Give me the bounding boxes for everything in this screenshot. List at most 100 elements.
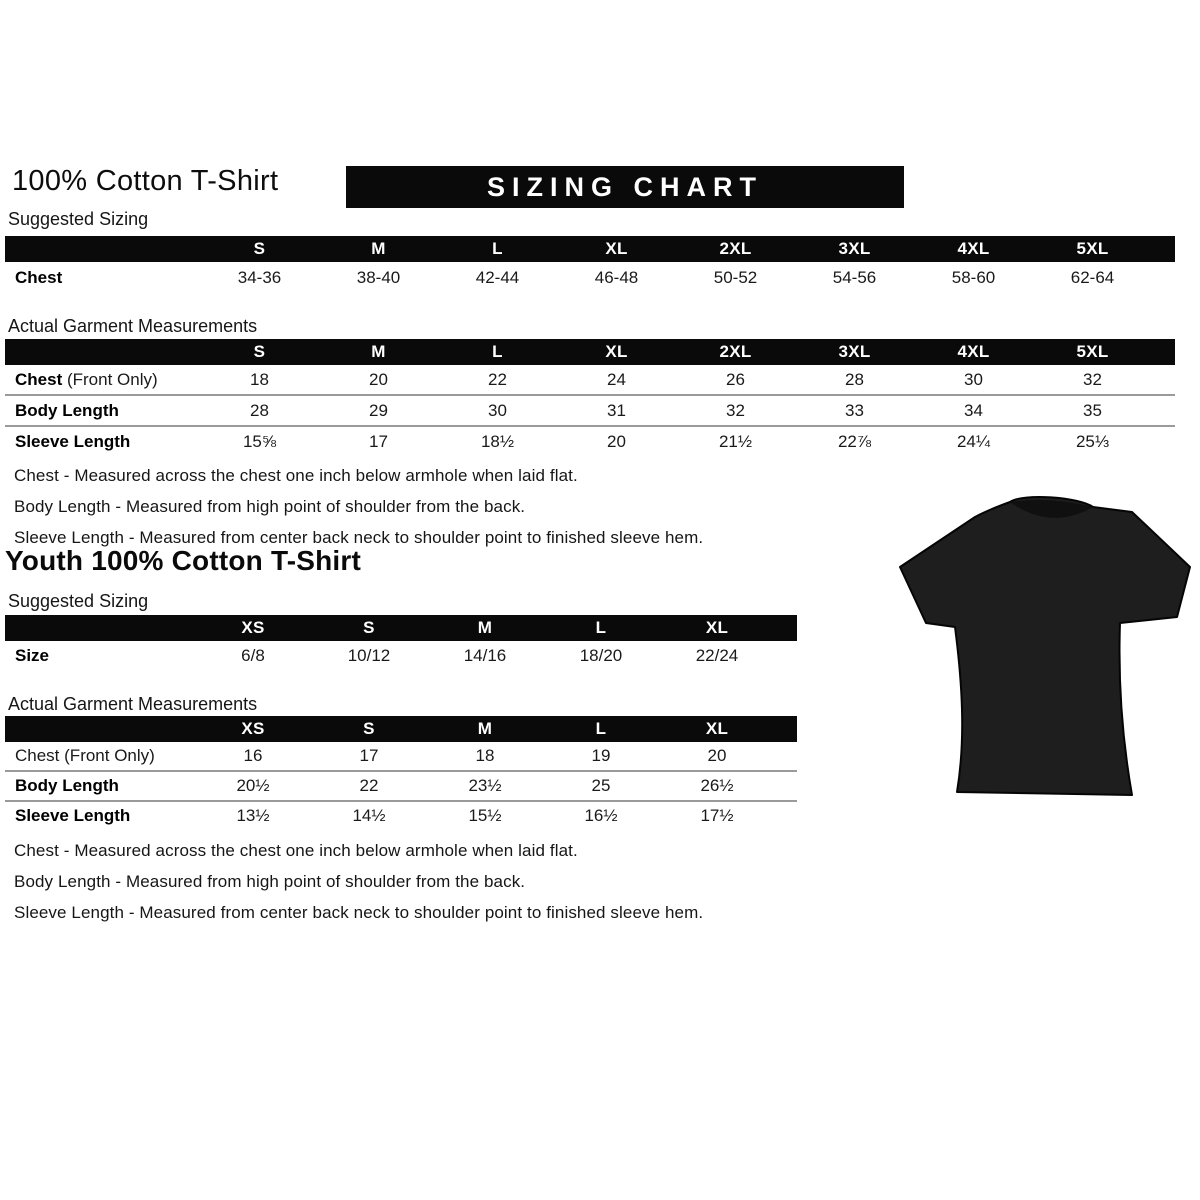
- row-spacer: [775, 641, 797, 670]
- table-cell: 46-48: [594, 267, 639, 287]
- table-cell: 30: [964, 369, 983, 389]
- note-line: Sleeve Length - Measured from center bac…: [14, 903, 704, 922]
- row-spacer: [1152, 394, 1175, 426]
- adult-suggested-sizing-table: S M L XL 2XL 3XL 4XL 5XL Chest 34-36 38-40 42-44 46-…: [5, 236, 1175, 293]
- table-cell: 28: [845, 369, 864, 389]
- table-cell: 38-40: [356, 267, 401, 287]
- table-cell: 25: [543, 770, 659, 801]
- table-cell: 13½: [195, 800, 311, 830]
- youth-suggested-sizing-label: Suggested Sizing: [8, 591, 149, 611]
- header-label-spacer: [5, 236, 200, 262]
- table-row: Chest (Front Only) 18 20 22 24 26 28 30 32: [5, 365, 1175, 395]
- header-row: XS S M L XL: [5, 615, 797, 641]
- table-cell: 25⅓: [1033, 425, 1152, 456]
- table-cell: 28: [200, 394, 319, 426]
- table-cell: 29: [319, 394, 438, 426]
- column-header-xs: XS: [195, 716, 311, 742]
- table-cell: 34: [914, 394, 1033, 426]
- table-cell: 54-56: [832, 267, 877, 287]
- table-cell: 35: [1033, 394, 1152, 426]
- note-line: Body Length - Measured from high point o…: [14, 872, 526, 891]
- youth-suggested-sizing-table: XS S M L XL Size 6/8 10/12 14/16 18/20 22/24: [5, 615, 797, 670]
- table-row: Chest 34-36 38-40 42-44 46-48 50-52 54-56 58-60…: [5, 262, 1175, 293]
- table-cell: 24: [607, 369, 626, 389]
- youth-garment-measurements-table: XS S M L XL Chest (Front Only) 16 17 18 19 20 Body …: [5, 716, 797, 830]
- table-cell: 22/24: [695, 645, 739, 665]
- table-cell: 17: [319, 425, 438, 456]
- table-cell: 32: [1083, 369, 1102, 389]
- table-cell: 24¼: [914, 425, 1033, 456]
- black-tshirt-image: [893, 476, 1200, 809]
- row-label: Body Length: [5, 770, 195, 801]
- column-header-m: M: [319, 236, 438, 262]
- row-label: Size: [15, 645, 50, 665]
- header-row: S M L XL 2XL 3XL 4XL 5XL: [5, 339, 1175, 365]
- row-label: Chest: [15, 267, 63, 287]
- table-cell: 14/16: [463, 645, 507, 665]
- table-cell: 22: [311, 770, 427, 801]
- column-header-xl: XL: [557, 236, 676, 262]
- adult-garment-measurements-label: Actual Garment Measurements: [8, 316, 258, 336]
- column-header-s: S: [200, 339, 319, 365]
- table-row: Body Length 20½ 22 23½ 25 26½: [5, 770, 797, 801]
- table-cell: 22⅞: [795, 425, 914, 456]
- adult-garment-measurements-table: S M L XL 2XL 3XL 4XL 5XL Chest (Front Only) 18 20 2…: [5, 339, 1175, 456]
- table-cell: 20½: [195, 770, 311, 801]
- table-cell: 31: [557, 394, 676, 426]
- column-header-xl: XL: [557, 339, 676, 365]
- table-row: Sleeve Length 13½ 14½ 15½ 16½ 17½: [5, 800, 797, 830]
- table-row: Sleeve Length 15⅝ 17 18½ 20 21½ 22⅞ 24¼ 25⅓: [5, 425, 1175, 456]
- header-spacer: [775, 615, 797, 641]
- header-row: XS S M L XL: [5, 716, 797, 742]
- column-header-4xl: 4XL: [914, 236, 1033, 262]
- header-label-spacer: [5, 339, 200, 365]
- table-cell: 20: [707, 746, 727, 765]
- row-spacer: [775, 770, 797, 801]
- table-cell: 17½: [659, 800, 775, 830]
- table-cell: 18/20: [579, 645, 623, 665]
- table-cell: 18½: [438, 425, 557, 456]
- column-header-xl: XL: [659, 615, 775, 641]
- table-cell: 21½: [676, 425, 795, 456]
- table-cell: 14½: [311, 800, 427, 830]
- row-label: Sleeve Length: [5, 800, 195, 830]
- note-line: Chest - Measured across the chest one in…: [14, 466, 578, 485]
- youth-measurement-notes: Chest - Measured across the chest one in…: [14, 841, 703, 934]
- table-cell: 32: [676, 394, 795, 426]
- column-header-s: S: [311, 615, 427, 641]
- column-header-4xl: 4XL: [914, 339, 1033, 365]
- table-cell: 18: [475, 746, 495, 765]
- column-header-3xl: 3XL: [795, 339, 914, 365]
- table-cell: 16½: [543, 800, 659, 830]
- tshirt-silhouette-icon: [899, 495, 1191, 796]
- table-cell: 22: [488, 369, 507, 389]
- table-row: Size 6/8 10/12 14/16 18/20 22/24: [5, 641, 797, 670]
- row-spacer: [1152, 425, 1175, 456]
- table-cell: 23½: [427, 770, 543, 801]
- column-header-m: M: [319, 339, 438, 365]
- table-cell: 20: [369, 369, 388, 389]
- column-header-l: L: [543, 615, 659, 641]
- column-header-m: M: [427, 716, 543, 742]
- table-row: Body Length 28 29 30 31 32 33 34 35: [5, 394, 1175, 426]
- row-label: Sleeve Length: [5, 425, 200, 456]
- table-cell: 33: [795, 394, 914, 426]
- row-spacer: [775, 742, 797, 771]
- header-spacer: [1152, 339, 1175, 365]
- row-spacer: [1152, 262, 1175, 293]
- table-cell: 15⅝: [200, 425, 319, 456]
- column-header-s: S: [311, 716, 427, 742]
- column-header-2xl: 2XL: [676, 236, 795, 262]
- table-cell: 58-60: [951, 267, 996, 287]
- column-header-s: S: [200, 236, 319, 262]
- table-cell: 30: [438, 394, 557, 426]
- row-label: Chest (Front Only): [15, 369, 158, 389]
- note-line: Chest - Measured across the chest one in…: [14, 841, 578, 860]
- row-label: Chest (Front Only): [15, 746, 155, 765]
- column-header-m: M: [427, 615, 543, 641]
- table-cell: 50-52: [713, 267, 758, 287]
- table-cell: 15½: [427, 800, 543, 830]
- table-cell: 42-44: [475, 267, 520, 287]
- table-cell: 26½: [659, 770, 775, 801]
